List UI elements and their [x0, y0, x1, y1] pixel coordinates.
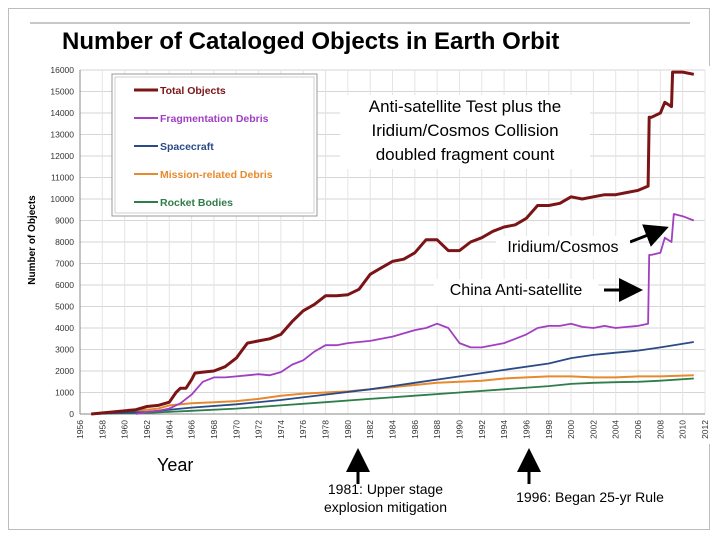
- x-tick-label: 1998: [544, 420, 554, 439]
- y-tick-label: 7000: [55, 259, 74, 269]
- callout-iridium-cosmos: Iridium/Cosmos: [496, 236, 630, 260]
- y-tick-label: 14000: [50, 108, 74, 118]
- note-1981: 1981: Upper stage explosion mitigation: [298, 480, 473, 516]
- x-tick-label: 1982: [365, 420, 375, 439]
- x-tick-label: 1956: [75, 420, 85, 439]
- legend-inner: [114, 76, 315, 214]
- y-axis-label: Number of Objects: [27, 195, 38, 285]
- x-tick-label: 1966: [187, 420, 197, 439]
- x-tick-label: 1984: [388, 420, 398, 439]
- chart-grid: [79, 69, 706, 415]
- y-tick-label: 16000: [50, 65, 74, 75]
- y-tick-label: 15000: [50, 87, 74, 97]
- annotation-arrows: [346, 224, 669, 484]
- y-tick-label: 5000: [55, 302, 74, 312]
- x-tick-label: 1974: [276, 420, 286, 439]
- callout-collision-line: doubled fragment count: [375, 145, 555, 164]
- x-tick-label: 1972: [254, 420, 264, 439]
- x-tick-label: 2008: [655, 420, 665, 439]
- x-tick-label: 1986: [410, 420, 420, 439]
- y-tick-label: 12000: [50, 151, 74, 161]
- x-tick-label: 2002: [588, 420, 598, 439]
- legend: Total Objects Fragmentation Debris Spacecr…: [111, 73, 318, 217]
- slide-title: Number of Cataloged Objects in Earth Orb…: [62, 28, 560, 55]
- x-tick-label: 2012: [700, 420, 710, 439]
- x-tick-label: 1958: [97, 420, 107, 439]
- arrow-iridium: [629, 224, 669, 247]
- y-tick-label: 8000: [55, 237, 74, 247]
- legend-label: Rocket Bodies: [160, 197, 233, 209]
- series-line-spacecraft: [91, 341, 694, 415]
- y-tick-label: 9000: [55, 216, 74, 226]
- x-tick-label: 1980: [343, 420, 353, 439]
- callout-collision: Anti-satellite Test plus the Iridium/Cos…: [340, 95, 590, 169]
- x-tick-label: 1990: [454, 420, 464, 439]
- callout-collision-line: Iridium/Cosmos Collision: [371, 121, 559, 140]
- x-tick-label: 2006: [633, 420, 643, 439]
- x-tick-label: 1964: [164, 420, 174, 439]
- y-axis-ticks: 0 1000 2000 3000 4000 5000 6000 7000 8000 9000 100…: [50, 65, 74, 419]
- callout-collision-line: Anti-satellite Test plus the: [368, 97, 562, 116]
- legend-label: Total Objects: [160, 85, 226, 97]
- x-tick-label: 2010: [678, 420, 688, 439]
- x-tick-label: 1970: [231, 420, 241, 439]
- x-axis-ticks: 1956 1958 1960 1962 1964 1966 1968 1970 1972 1974…: [75, 420, 710, 439]
- x-tick-label: 2004: [611, 420, 621, 439]
- series-line-total-objects: [91, 70, 695, 416]
- x-tick-label: 1996: [521, 420, 531, 439]
- x-tick-label: 1992: [477, 420, 487, 439]
- x-tick-label: 1960: [120, 420, 130, 439]
- legend-label: Fragmentation Debris: [160, 113, 269, 125]
- chart-series: [91, 70, 695, 416]
- y-tick-label: 2000: [55, 366, 74, 376]
- y-tick-label: 1000: [55, 388, 74, 398]
- y-tick-label: 4000: [55, 323, 74, 333]
- note-1981-line: explosion mitigation: [324, 499, 447, 515]
- x-tick-label: 2000: [566, 420, 576, 439]
- x-tick-label: 1988: [432, 420, 442, 439]
- note-1996: 1996: Began 25-yr Rule: [516, 489, 664, 505]
- x-axis-caption: Year: [157, 455, 194, 475]
- series-line-fragmentation-debris: [135, 213, 695, 415]
- legend-label: Spacecraft: [160, 141, 214, 153]
- note-1981-line: 1981: Upper stage: [327, 481, 444, 497]
- series-line-mission-related-debris: [91, 374, 694, 415]
- y-tick-label: 13000: [50, 130, 74, 140]
- x-tick-label: 1962: [142, 420, 152, 439]
- y-tick-label: 10000: [50, 194, 74, 204]
- y-tick-label: 3000: [55, 345, 74, 355]
- x-tick-label: 1976: [298, 420, 308, 439]
- x-tick-label: 1978: [321, 420, 331, 439]
- y-tick-label: 11000: [51, 173, 74, 183]
- callout-china-asat: China Anti-satellite: [434, 279, 598, 305]
- legend-label: Mission-related Debris: [160, 169, 273, 181]
- x-tick-label: 1994: [499, 420, 509, 439]
- y-tick-label: 0: [69, 409, 74, 419]
- series-line-rocket-bodies: [91, 377, 694, 415]
- x-tick-label: 1968: [209, 420, 219, 439]
- y-tick-label: 6000: [55, 280, 74, 290]
